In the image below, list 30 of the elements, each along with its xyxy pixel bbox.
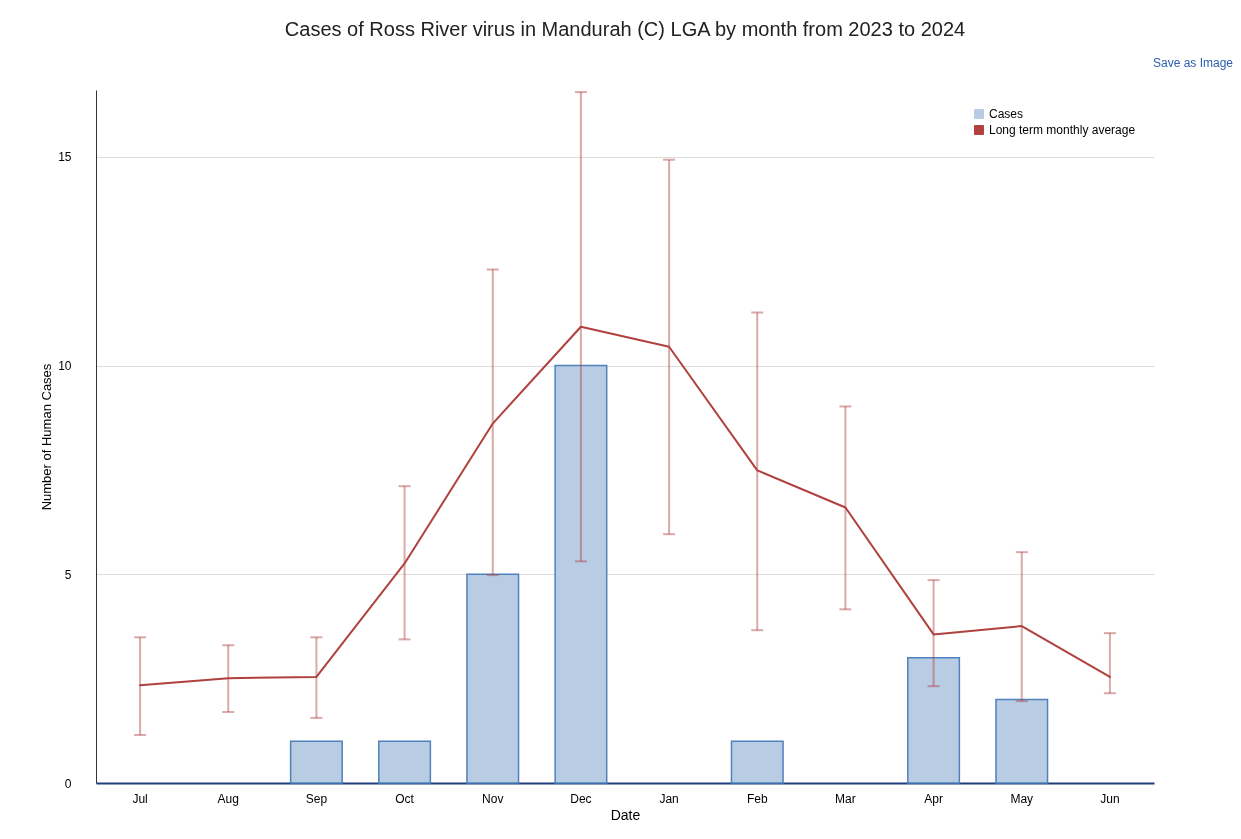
y-tick-label: 15	[58, 150, 72, 165]
x-tick-label: Oct	[395, 791, 415, 806]
x-tick-label: Apr	[924, 791, 943, 806]
y-axis-title: Number of Human Cases	[39, 363, 55, 511]
x-tick-label: Jan	[659, 791, 679, 806]
y-tick-label: 0	[64, 776, 72, 791]
y-tick-label: 5	[64, 567, 72, 582]
x-tick-label: Nov	[482, 791, 504, 806]
bar	[554, 364, 608, 784]
text: Save as Image	[1152, 56, 1233, 70]
x-tick-label: Dec	[570, 791, 592, 806]
bar	[907, 657, 961, 784]
chart-title: Cases of Ross River virus in Mandurah (C) LGA by month from 2023 to 2024	[284, 18, 966, 40]
bar	[995, 698, 1049, 784]
x-tick-label: Jun	[1100, 791, 1120, 806]
x-tick-label: May	[1010, 791, 1034, 806]
x-tick-label: Mar	[835, 791, 856, 806]
bar	[378, 740, 432, 784]
line-series	[139, 325, 1111, 687]
bar	[730, 740, 784, 784]
x-tick-label: Aug	[217, 791, 239, 806]
y-tick-label: 10	[58, 359, 72, 374]
x-tick-label: Sep	[305, 791, 328, 806]
bar	[466, 573, 520, 784]
x-tick-label: Feb	[746, 791, 768, 806]
legend-label: Cases	[989, 107, 1024, 121]
bar	[289, 740, 343, 784]
legend-label: Long term monthly average	[989, 123, 1136, 137]
x-tick-label: Jul	[132, 791, 148, 806]
x-axis-title: Date	[610, 806, 641, 823]
